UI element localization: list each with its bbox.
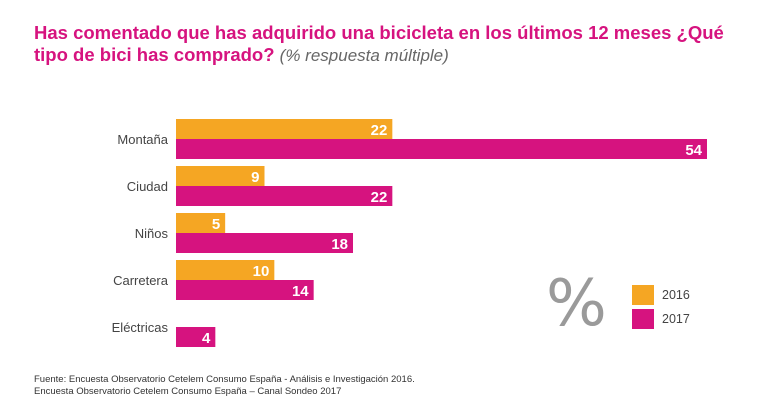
bar-2017 (176, 233, 353, 253)
bar-2016 (176, 260, 275, 280)
category-label: Niños (135, 226, 169, 241)
source-line-2: Encuesta Observatorio Cetelem Consumo Es… (34, 386, 342, 397)
data-label-2016: 5 (212, 216, 220, 233)
legend-swatch-2016 (632, 285, 654, 305)
data-label-2017: 22 (371, 189, 388, 206)
data-label-2017: 14 (292, 283, 309, 300)
legend-item-2016: 2016 (632, 285, 690, 305)
source-note: Fuente: Encuesta Observatorio Cetelem Co… (34, 374, 415, 398)
data-label-2017: 54 (685, 142, 702, 159)
bar-2017 (176, 139, 707, 159)
bar-2017 (176, 327, 216, 347)
legend-swatch-2017 (632, 309, 654, 329)
bar-2017 (176, 186, 393, 206)
data-label-2017: 18 (331, 236, 348, 253)
category-label: Montaña (117, 132, 168, 147)
legend-item-2017: 2017 (632, 309, 690, 329)
title-main: Has comentado que has adquirido una bici… (34, 22, 724, 65)
chart-title: Has comentado que has adquirido una bici… (34, 22, 754, 67)
data-label-2016: 22 (371, 122, 388, 139)
legend-label-2016: 2016 (662, 288, 690, 302)
legend-label-2017: 2017 (662, 312, 690, 326)
data-label-2016: 9 (251, 169, 259, 186)
title-subtitle: (% respuesta múltiple) (279, 46, 449, 65)
bar-2017 (176, 280, 314, 300)
percent-symbol: % (546, 267, 607, 341)
category-label: Carretera (113, 273, 169, 288)
bar-2016 (176, 166, 265, 186)
bar-2016 (176, 213, 226, 233)
data-label-2017: 4 (202, 330, 211, 347)
data-label-2016: 10 (253, 263, 270, 280)
source-line-1: Fuente: Encuesta Observatorio Cetelem Co… (34, 374, 415, 385)
bar-2016 (176, 119, 393, 139)
category-label: Ciudad (127, 179, 168, 194)
category-label: Eléctricas (112, 320, 169, 335)
